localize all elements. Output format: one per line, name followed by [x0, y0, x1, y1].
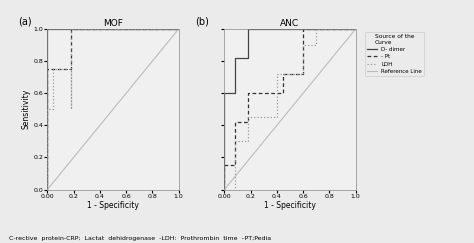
- Text: C-rective  protein-CRP;  Lactat  dehidrogenase  -LDH:  Prothrombin  time  –PT;Pe: C-rective protein-CRP; Lactat dehidrogen…: [9, 235, 272, 241]
- X-axis label: 1 - Specificity: 1 - Specificity: [264, 201, 316, 210]
- X-axis label: 1 - Specificity: 1 - Specificity: [87, 201, 139, 210]
- Legend: D- dimer, - Pt, LDH, Reference Line: D- dimer, - Pt, LDH, Reference Line: [365, 32, 425, 76]
- Y-axis label: Sensitivity: Sensitivity: [22, 89, 31, 130]
- Text: (b): (b): [196, 16, 210, 26]
- Title: MOF: MOF: [103, 19, 123, 28]
- Title: ANC: ANC: [281, 19, 300, 28]
- Text: (a): (a): [18, 16, 32, 26]
